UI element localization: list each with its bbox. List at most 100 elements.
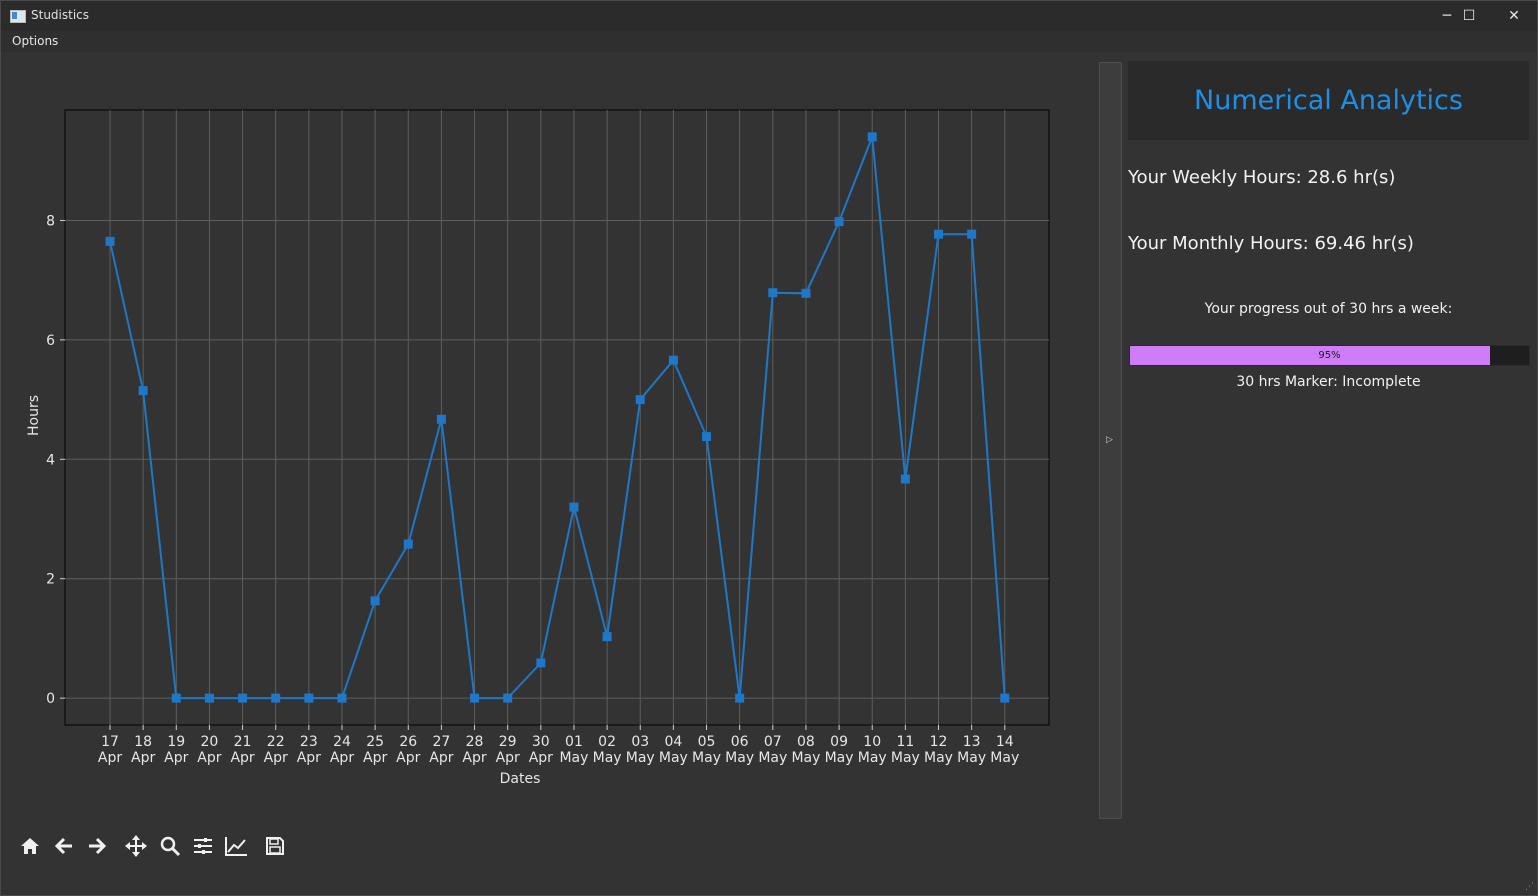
marker-status: 30 hrs Marker: Incomplete <box>1236 374 1421 390</box>
save-button[interactable] <box>260 829 290 863</box>
x-tick-label-day: 10 <box>863 734 881 750</box>
weekly-progress-bar: 95% <box>1129 345 1530 366</box>
x-tick-label-day: 29 <box>499 734 517 750</box>
x-tick-label-day: 02 <box>598 734 616 750</box>
x-tick-label-month: May <box>957 750 986 766</box>
x-axis-label: Dates <box>500 771 541 787</box>
y-tick-label: 4 <box>46 452 55 468</box>
x-tick-label-month: May <box>924 750 953 766</box>
x-tick-label-day: 17 <box>101 734 119 750</box>
zoom-icon <box>160 836 181 857</box>
x-tick-label-month: Apr <box>529 750 553 766</box>
close-button[interactable]: ✕ <box>1508 8 1520 24</box>
edit-axis-icon <box>225 837 247 856</box>
data-point <box>1000 693 1010 703</box>
zoom-button[interactable] <box>155 829 185 863</box>
configure-subplots-icon <box>194 838 212 854</box>
y-axis-label: Hours <box>26 395 42 436</box>
data-point <box>271 693 281 703</box>
weekly-hours: Your Weekly Hours: 28.6 hr(s) <box>1128 167 1396 188</box>
x-tick-label-day: 20 <box>201 734 219 750</box>
data-point <box>801 288 811 298</box>
forward-button[interactable] <box>82 829 112 863</box>
menu-options[interactable]: Options <box>12 34 59 48</box>
x-tick-label-month: May <box>725 750 754 766</box>
x-tick-label-month: Apr <box>396 750 420 766</box>
x-tick-label-day: 05 <box>698 734 716 750</box>
home-button[interactable] <box>15 829 45 863</box>
x-tick-label-month: Apr <box>164 750 188 766</box>
data-point <box>470 693 480 703</box>
expand-arrow-icon[interactable]: ▷ <box>1106 435 1113 445</box>
configure-subplots-button[interactable] <box>188 829 218 863</box>
x-tick-label-day: 12 <box>930 734 948 750</box>
x-tick-label-month: Apr <box>197 750 221 766</box>
data-point <box>105 236 115 246</box>
x-tick-label-month: May <box>990 750 1019 766</box>
maximize-button[interactable]: ☐ <box>1462 8 1476 24</box>
x-tick-label-day: 13 <box>963 734 981 750</box>
x-tick-label-month: May <box>791 750 820 766</box>
data-point <box>403 539 413 549</box>
x-tick-label-month: Apr <box>462 750 486 766</box>
data-point <box>238 693 248 703</box>
data-point <box>702 432 712 442</box>
resize-grip-icon[interactable]: ⋰ <box>1525 882 1534 892</box>
app-icon <box>10 10 26 23</box>
data-point <box>900 474 910 484</box>
data-point <box>668 355 678 365</box>
pan-icon <box>125 835 147 857</box>
x-tick-label-month: May <box>626 750 655 766</box>
x-tick-label-month: May <box>593 750 622 766</box>
edit-axis-button[interactable] <box>221 829 251 863</box>
data-point <box>735 693 745 703</box>
x-tick-label-day: 01 <box>565 734 583 750</box>
x-tick-label-month: May <box>891 750 920 766</box>
forward-icon <box>89 837 107 855</box>
x-tick-label-day: 11 <box>896 734 914 750</box>
x-tick-label-day: 18 <box>134 734 152 750</box>
analytics-header: Numerical Analytics <box>1128 61 1529 140</box>
data-point <box>138 386 148 396</box>
hours-line-chart[interactable]: 17Apr18Apr19Apr20Apr21Apr22Apr23Apr24Apr… <box>1 53 1091 833</box>
x-tick-label-month: Apr <box>496 750 520 766</box>
x-tick-label-day: 24 <box>333 734 351 750</box>
x-tick-label-day: 08 <box>797 734 815 750</box>
data-point <box>602 632 612 642</box>
home-icon <box>21 838 39 854</box>
x-tick-label-day: 06 <box>731 734 749 750</box>
x-tick-label-month: Apr <box>429 750 453 766</box>
data-point <box>768 288 778 298</box>
data-point <box>635 395 645 405</box>
x-tick-label-day: 21 <box>234 734 252 750</box>
save-icon <box>266 837 284 855</box>
plot-frame <box>64 109 1050 726</box>
x-tick-label-day: 27 <box>432 734 450 750</box>
back-button[interactable] <box>49 829 79 863</box>
x-tick-label-month: Apr <box>264 750 288 766</box>
data-point <box>867 132 877 142</box>
data-point <box>967 229 977 239</box>
title-bar: Studistics ─ ☐ ✕ <box>1 1 1537 31</box>
panel-splitter[interactable]: ▷ <box>1099 62 1122 819</box>
x-tick-label-day: 23 <box>300 734 318 750</box>
plot-area[interactable]: 17 Apr 18 Apr 19 Apr 20 Apr 21 Apr 22 Apr 23 Apr 24 Apr… <box>1 53 1091 896</box>
x-tick-label-day: 09 <box>830 734 848 750</box>
panel-title: Numerical Analytics <box>1194 85 1463 116</box>
x-tick-label-month: May <box>758 750 787 766</box>
x-tick-label-month: May <box>825 750 854 766</box>
data-point <box>536 658 546 668</box>
x-tick-label-day: 30 <box>532 734 550 750</box>
y-tick-label: 8 <box>46 213 55 229</box>
y-tick-label: 0 <box>46 691 55 707</box>
data-point <box>171 693 181 703</box>
x-tick-label-month: Apr <box>98 750 122 766</box>
x-tick-label-month: Apr <box>363 750 387 766</box>
x-tick-label-month: Apr <box>297 750 321 766</box>
pan-button[interactable] <box>121 829 151 863</box>
monthly-hours: Your Monthly Hours: 69.46 hr(s) <box>1128 233 1414 254</box>
minimize-button[interactable]: ─ <box>1442 8 1452 24</box>
x-tick-label-month: Apr <box>131 750 155 766</box>
progress-label: Your progress out of 30 hrs a week: <box>1204 301 1453 317</box>
